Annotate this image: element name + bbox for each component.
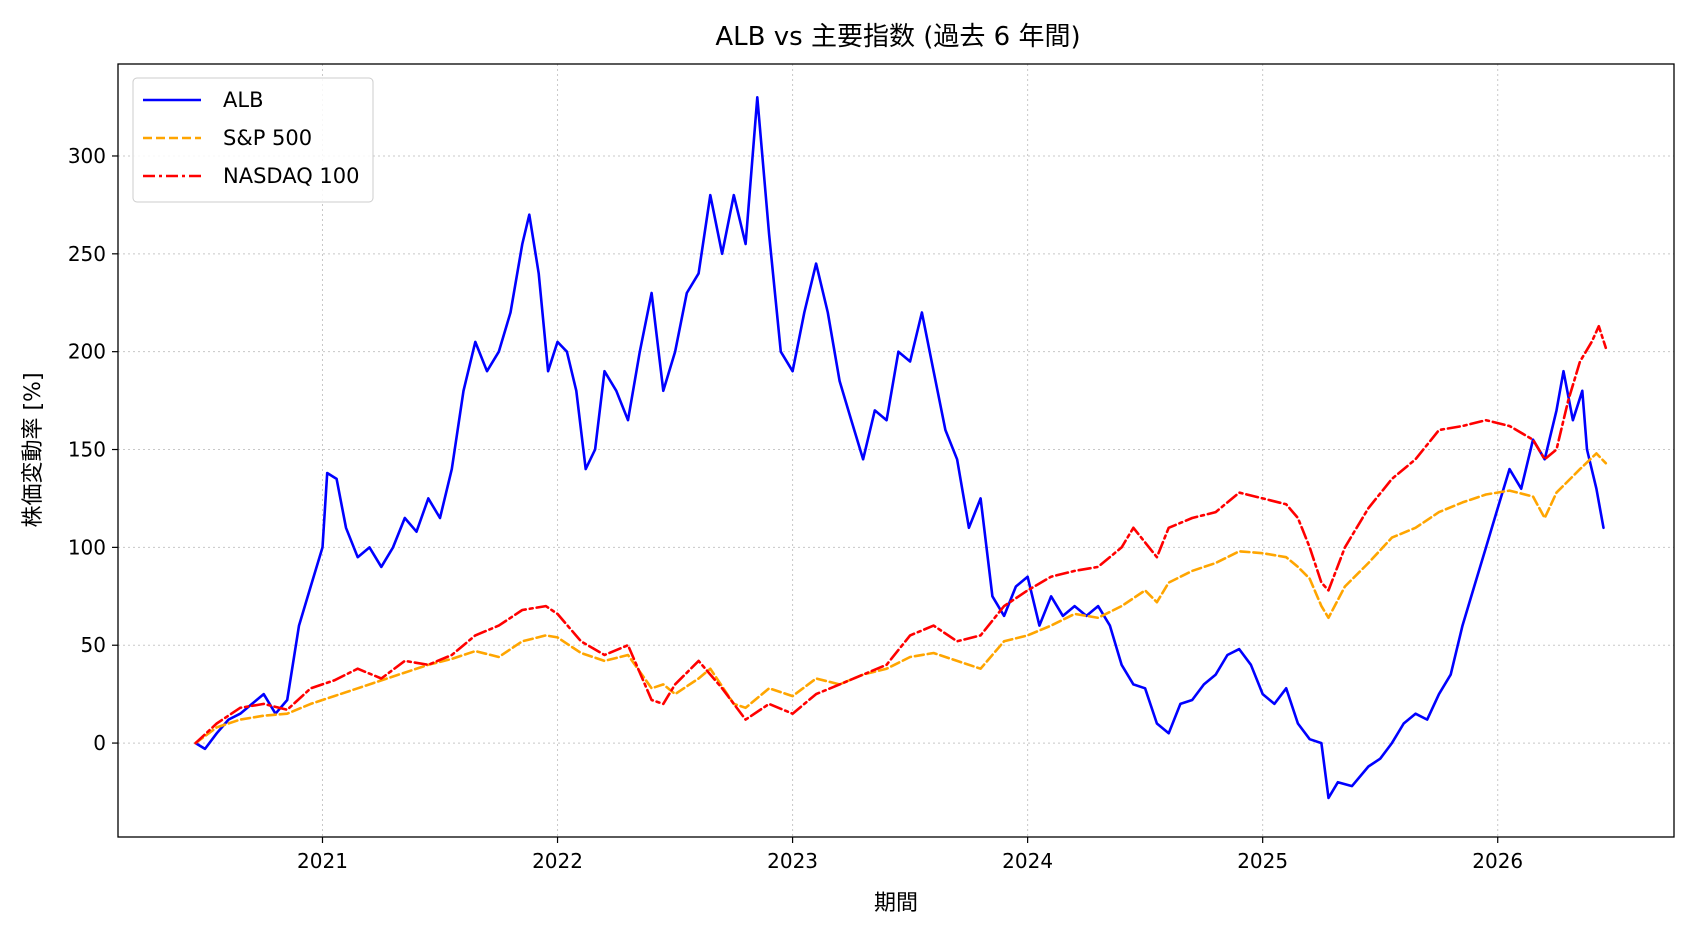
legend: ALB S&P 500 NASDAQ 100 [132, 77, 374, 203]
series-line-nasdaq-100 [194, 324, 1608, 745]
x-tick-label: 2023 [767, 849, 818, 873]
x-tick-label: 2021 [297, 849, 348, 873]
grid [118, 64, 1674, 837]
y-tick-label: 250 [68, 242, 106, 266]
series-line-s-p-500 [194, 452, 1608, 745]
x-tick-label: 2024 [1002, 849, 1053, 873]
y-tick-label: 150 [68, 438, 106, 462]
plot-frame [117, 63, 1675, 838]
x-tick-label: 2025 [1237, 849, 1288, 873]
y-tick-label: 300 [68, 144, 106, 168]
chart-title: ALB vs 主要指数 (過去 6 年間) [715, 22, 1080, 52]
y-tick-label: 200 [68, 340, 106, 364]
y-axis-title: 株価変動率 [%] [21, 372, 46, 527]
x-axis-title: 期間 [874, 891, 918, 916]
x-tick-label: 2022 [532, 849, 583, 873]
y-tick-label: 50 [81, 633, 106, 657]
y-tick-label: 100 [68, 535, 106, 559]
series-layer [194, 96, 1608, 800]
legend-label: NASDAQ 100 [223, 164, 360, 188]
ticks: 0 50 100 150 200 250 300 2021 2022 2023 2024 2025 20… [68, 144, 1523, 873]
legend-box [132, 77, 374, 203]
series-line-alb [194, 96, 1605, 800]
x-tick-label: 2026 [1472, 849, 1523, 873]
legend-label: S&P 500 [223, 126, 312, 150]
legend-label: ALB [223, 88, 263, 112]
y-tick-label: 0 [93, 731, 106, 755]
